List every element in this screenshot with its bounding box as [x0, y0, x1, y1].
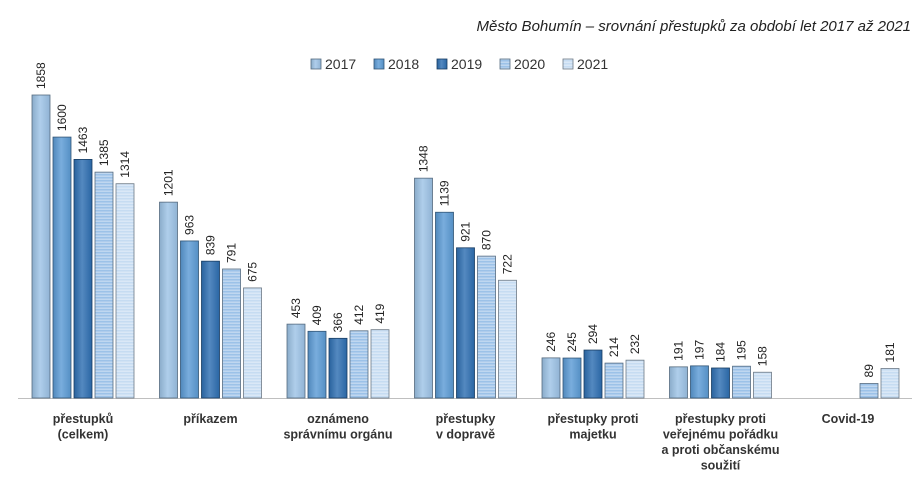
legend-label-2018: 2018	[388, 56, 419, 72]
bar-2021-cat-6	[880, 368, 900, 399]
value-label-2018-cat-3: 1139	[438, 180, 452, 206]
value-label-2020-cat-6: 89	[862, 364, 876, 378]
value-label-2019-cat-5: 184	[714, 342, 728, 362]
legend-swatch-2019	[436, 58, 448, 70]
value-label-2019-cat-3: 921	[459, 221, 473, 241]
bar-2020-cat-4	[604, 362, 624, 399]
value-label-2019-cat-4: 294	[586, 324, 600, 344]
bar-2018-cat-1	[180, 240, 199, 399]
legend-label-2019: 2019	[451, 56, 482, 72]
value-label-2020-cat-1: 791	[225, 243, 239, 263]
bar-2017-cat-4	[541, 357, 561, 399]
bar-2021-cat-4	[625, 359, 645, 399]
value-label-2019-cat-2: 366	[331, 312, 345, 332]
bar-2019-cat-2	[328, 337, 348, 399]
bar-2021-cat-3	[498, 279, 517, 399]
value-label-2017-cat-1: 1201	[162, 169, 176, 196]
bar-2021-cat-0	[115, 183, 135, 399]
value-label-2017-cat-4: 246	[544, 332, 558, 352]
bar-2017-cat-3	[414, 177, 433, 399]
value-label-2021-cat-6: 181	[883, 342, 897, 362]
bar-2020-cat-5	[732, 365, 751, 399]
legend-swatch-2017	[310, 58, 322, 70]
bar-2017-cat-5	[669, 366, 688, 399]
value-label-2018-cat-1: 963	[183, 215, 197, 235]
bar-2018-cat-3	[435, 211, 454, 399]
bar-2020-cat-3	[477, 255, 496, 399]
category-label: přestupky proti veřejnému pořádku a proti …	[661, 412, 779, 473]
value-label-2019-cat-0: 1463	[76, 126, 90, 153]
category-label-line: v dopravě	[436, 428, 495, 442]
legend-label-2017: 2017	[325, 56, 356, 72]
category-label-line: (celkem)	[58, 428, 109, 442]
value-label-2020-cat-2: 412	[352, 304, 366, 324]
value-label-2020-cat-5: 195	[735, 340, 749, 360]
category-label-line: majetku	[569, 428, 616, 442]
value-label-2017-cat-0: 1858	[34, 62, 48, 89]
bar-2019-cat-4	[583, 349, 603, 399]
bar-2021-cat-5	[753, 371, 772, 399]
value-label-2018-cat-5: 197	[693, 340, 707, 360]
bar-2020-cat-6	[859, 383, 879, 399]
category-label: přestupky v dopravě	[436, 412, 496, 442]
bar-2018-cat-2	[307, 330, 327, 399]
bar-2017-cat-0	[31, 94, 51, 399]
value-label-2020-cat-0: 1385	[97, 139, 111, 166]
value-label-2018-cat-0: 1600	[55, 104, 69, 131]
value-label-2017-cat-3: 1348	[417, 145, 431, 172]
bar-2020-cat-1	[222, 268, 241, 399]
value-label-2017-cat-5: 191	[672, 341, 686, 361]
bar-2018-cat-5	[690, 365, 709, 399]
bar-2019-cat-5	[711, 367, 730, 399]
chart-title: Město Bohumín – srovnání přestupků za ob…	[477, 18, 911, 35]
category-label: Covid-19	[822, 412, 875, 426]
bar-2019-cat-3	[456, 247, 475, 399]
legend-swatch-2020	[499, 58, 511, 70]
value-label-2021-cat-2: 419	[373, 303, 387, 323]
bar-2021-cat-1	[243, 287, 262, 399]
category-label-line: přestupky proti	[548, 412, 639, 426]
value-label-2020-cat-3: 870	[480, 230, 494, 250]
legend: 2017 2018 2019 2020 2021	[310, 56, 608, 72]
category-label-line: správnímu orgánu	[283, 428, 392, 442]
value-label-2021-cat-5: 158	[756, 346, 770, 366]
category-label-line: přestupky proti	[675, 412, 766, 426]
category-label-line: soužití	[701, 459, 741, 473]
value-label-2017-cat-2: 453	[289, 298, 303, 318]
bar-2017-cat-1	[159, 201, 178, 399]
bar-2021-cat-2	[370, 329, 390, 399]
legend-label-2021: 2021	[577, 56, 608, 72]
bar-2020-cat-2	[349, 330, 369, 399]
bar-2019-cat-0	[73, 159, 93, 399]
category-label: přestupků (celkem)	[53, 412, 113, 442]
value-label-2018-cat-4: 245	[565, 332, 579, 352]
value-label-2021-cat-0: 1314	[118, 151, 132, 178]
value-label-2020-cat-4: 214	[607, 337, 621, 357]
category-label: oznámeno správnímu orgánu	[283, 412, 392, 442]
legend-swatch-2021	[562, 58, 574, 70]
value-label-2019-cat-1: 839	[204, 235, 218, 255]
bar-2020-cat-0	[94, 171, 114, 399]
bar-2017-cat-2	[286, 323, 306, 399]
value-label-2021-cat-4: 232	[628, 334, 642, 354]
value-label-2021-cat-3: 722	[501, 254, 515, 274]
category-label-line: veřejnému pořádku	[663, 428, 778, 442]
value-label-2018-cat-2: 409	[310, 305, 324, 325]
plot-area: 1858 1600 1463 1385 1314 přestupků (celkem) 120…	[18, 62, 912, 473]
category-label-line: a proti občanskému	[661, 443, 779, 457]
category-label-line: příkazem	[183, 412, 237, 426]
bar-2018-cat-0	[52, 136, 72, 399]
category-label: příkazem	[183, 412, 237, 426]
bar-2019-cat-1	[201, 260, 220, 399]
category-label: přestupky proti majetku	[548, 412, 639, 442]
category-label-line: přestupků	[53, 412, 113, 426]
value-label-2021-cat-1: 675	[246, 262, 260, 282]
legend-swatch-2018	[373, 58, 385, 70]
category-label-line: oznámeno	[307, 412, 369, 426]
category-label-line: přestupky	[436, 412, 496, 426]
bar-2018-cat-4	[562, 357, 582, 399]
legend-label-2020: 2020	[514, 56, 545, 72]
category-label-line: Covid-19	[822, 412, 875, 426]
